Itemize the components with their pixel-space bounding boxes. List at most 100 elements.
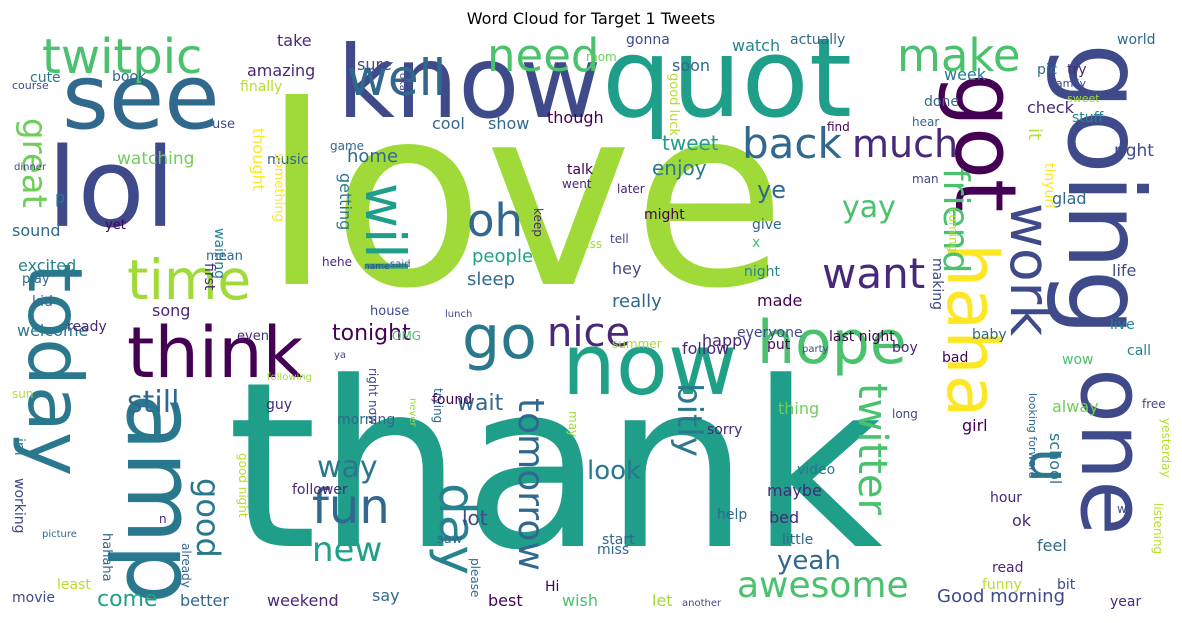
word-right-now: right now [366, 368, 380, 425]
word-love: love [262, 52, 787, 343]
word-thought: thought [249, 128, 268, 191]
word-already: already [179, 543, 193, 588]
word-picture: picture [42, 529, 77, 540]
word-look: look [587, 456, 642, 486]
word-sure: sure [357, 55, 392, 74]
word-cloud: love thank quot know see lol now going today amp o… [12, 33, 1172, 611]
word-making: making [929, 258, 945, 310]
word-music: music [267, 152, 309, 168]
word-let: let [652, 591, 673, 610]
word-watching: watching [117, 149, 195, 169]
word-maybe: maybe [767, 481, 822, 500]
word-glad: glad [1052, 189, 1087, 208]
word-cute: cute [30, 70, 61, 86]
word-mean: mean [206, 249, 243, 264]
word-give: give [752, 217, 782, 233]
word-man: man [912, 172, 939, 186]
word-please: please [468, 558, 482, 598]
word-movie: movie [12, 590, 55, 606]
word-time: time [127, 248, 252, 312]
word-looking-forward: looking forward [1026, 393, 1039, 479]
word-finally: finally [240, 79, 283, 95]
word-try: try [1067, 62, 1087, 78]
word-course: course [12, 79, 49, 92]
word-actually: actually [790, 33, 846, 48]
word-it: it [1024, 128, 1045, 141]
word-funny: funny [982, 577, 1022, 593]
word-put: put [767, 337, 791, 353]
word-really: really [612, 291, 662, 312]
word-today: today [12, 263, 99, 477]
word-alway: alway [1052, 397, 1099, 416]
word-long: long [892, 407, 918, 421]
word-still: still [127, 385, 180, 420]
word-book: book [112, 69, 147, 85]
word-yay: yay [842, 190, 896, 225]
word-everyone: everyone [737, 325, 803, 341]
word-sleep: sleep [467, 269, 515, 290]
word-later: later [617, 182, 645, 196]
word-getting: getting [336, 173, 355, 231]
word-happy: happy [702, 331, 752, 350]
word-stuff: stuff [1072, 110, 1104, 126]
word-bitly: bitly [669, 383, 709, 457]
word-now: now [562, 316, 738, 415]
word-im: im [12, 438, 27, 456]
word-good: good [189, 478, 227, 558]
word-yeah: yeah [777, 546, 841, 576]
word-welcome: welcome [17, 321, 89, 340]
word-come: come [97, 587, 158, 611]
word-ok: ok [1012, 511, 1032, 530]
word-say: say [372, 586, 400, 605]
word-wait: wait [457, 391, 504, 416]
word-work: work [998, 203, 1062, 337]
word-tomorrow: tomorrow [510, 398, 551, 571]
word-something: something [271, 153, 286, 222]
word-done: done [924, 94, 959, 110]
word-fun: fun [312, 479, 390, 535]
word-follower: follower [292, 482, 348, 498]
word-never: never [407, 398, 418, 427]
word-night: night [744, 264, 781, 280]
word-right: right [1114, 141, 1154, 161]
word-game: game [330, 139, 365, 153]
word-morning: morning [337, 412, 396, 428]
word-enjoy: enjoy [652, 156, 707, 180]
word-ready: ready [67, 319, 107, 335]
word-hi: Hi [545, 579, 560, 595]
word-last-night: last night [829, 329, 895, 345]
word-school: school [1046, 433, 1065, 485]
word-soon: soon [672, 56, 711, 75]
word-sun: sun [12, 387, 34, 401]
word-listening: listening [1151, 503, 1165, 555]
word-year: year [1110, 594, 1142, 610]
word-thing: thing [778, 399, 820, 418]
word-yesterday: yesterday [1159, 418, 1172, 478]
word-need: need [487, 33, 600, 82]
word-hahaha: hahaha [99, 533, 114, 582]
word-good-morning: Good morning [937, 586, 1065, 607]
word-know: know [337, 33, 602, 141]
word-okay: okay [397, 73, 408, 97]
word-miss: miss [597, 542, 630, 558]
word-think: think [127, 312, 304, 394]
word-coming: coming [946, 208, 960, 253]
word-guy: guy [266, 397, 293, 413]
word-new: new [312, 530, 383, 570]
word-tell: tell [610, 232, 629, 246]
word-sorry: sorry [707, 422, 743, 438]
word-lot: lot [462, 506, 488, 530]
word-twitpic: twitpic [42, 33, 203, 85]
word-n: n [159, 512, 167, 526]
word-read: read [992, 560, 1024, 576]
word-might: might [644, 207, 685, 223]
word-tonight: tonight [332, 321, 411, 346]
word-hehe: hehe [322, 255, 352, 269]
word-start: start [602, 532, 635, 548]
word-back: back [742, 119, 842, 168]
word-tinyurl: tinyurl [1041, 163, 1057, 209]
word-little: little [782, 532, 814, 548]
word-x: x [752, 235, 761, 251]
word-take: take [277, 33, 312, 50]
word-gonna: gonna [626, 33, 670, 48]
